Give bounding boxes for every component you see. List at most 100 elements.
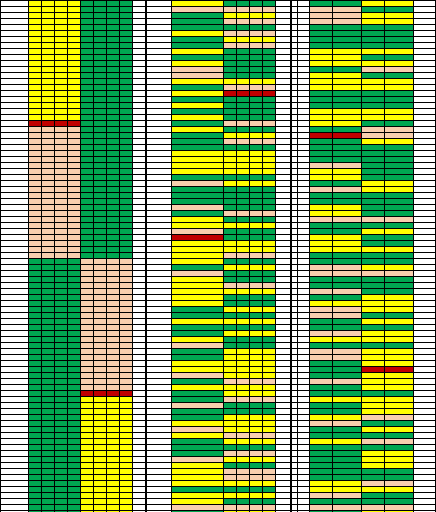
- chart-c-right-cell: [361, 312, 413, 318]
- grid-row-line: [0, 384, 146, 385]
- chart-c-left-cell: [309, 78, 361, 84]
- chart-c-right-cell: [361, 24, 413, 30]
- chart-c-left-cell: [309, 90, 361, 96]
- grid-row-line: [146, 114, 291, 115]
- chart-c-right-cell: [361, 42, 413, 48]
- grid-row-line: [0, 222, 146, 223]
- grid-row-line: [291, 138, 436, 139]
- chart-b-left-cell: [171, 102, 223, 108]
- chart-c-left-cell: [309, 312, 361, 318]
- chart-c-right-cell: [361, 468, 413, 474]
- grid-row-line: [146, 258, 291, 259]
- grid-column-line: [146, 0, 147, 512]
- chart-c-right-cell: [361, 162, 413, 168]
- grid-row-line: [291, 372, 436, 373]
- chart-c-right-cell: [361, 276, 413, 282]
- chart-b-left-cell: [171, 174, 223, 180]
- chart-c-right-cell: [361, 90, 413, 96]
- chart-b-left-cell: [171, 498, 223, 504]
- chart-c-left-cell: [309, 204, 361, 210]
- chart-c-left-cell: [309, 216, 361, 222]
- grid-row-line: [0, 234, 146, 235]
- grid-row-line: [291, 444, 436, 445]
- chart-c-right-cell: [361, 246, 413, 252]
- grid-row-line: [291, 282, 436, 283]
- chart-c-right-cell: [361, 54, 413, 60]
- chart-c-right-cell: [361, 108, 413, 114]
- grid-row-line: [146, 198, 291, 199]
- grid-column-line: [262, 0, 263, 512]
- grid-row-line: [0, 468, 146, 469]
- grid-row-line: [291, 60, 436, 61]
- chart-b-left-cell: [171, 60, 223, 66]
- chart-c-left-cell: [309, 132, 361, 138]
- grid-row-line: [0, 186, 146, 187]
- chart-b-left-cell: [171, 138, 223, 144]
- grid-row-line: [0, 12, 146, 13]
- chart-b-left-cell: [171, 390, 223, 396]
- grid-row-line: [146, 66, 291, 67]
- chart-c-left-cell: [309, 48, 361, 54]
- grid-row-line: [291, 426, 436, 427]
- grid-row-line: [146, 186, 291, 187]
- grid-row-line: [146, 210, 291, 211]
- chart-c-left-cell: [309, 0, 361, 6]
- chart-c-left-cell: [309, 156, 361, 162]
- chart-c-right-cell: [361, 510, 413, 512]
- grid-row-line: [0, 498, 146, 499]
- grid-row-line: [146, 300, 291, 301]
- chart-c-left-cell: [309, 342, 361, 348]
- grid-column-line: [54, 0, 55, 512]
- grid-row-line: [146, 288, 291, 289]
- grid-row-line: [291, 42, 436, 43]
- grid-row-line: [291, 468, 436, 469]
- grid-row-line: [0, 246, 146, 247]
- grid-row-line: [0, 504, 146, 505]
- grid-row-line: [291, 180, 436, 181]
- chart-c-right-cell: [361, 372, 413, 378]
- grid-row-line: [0, 24, 146, 25]
- grid-row-line: [291, 198, 436, 199]
- grid-row-line: [0, 30, 146, 31]
- grid-column-line: [332, 0, 333, 512]
- chart-c-left-cell: [309, 372, 361, 378]
- grid-row-line: [291, 462, 436, 463]
- grid-column-line: [290, 0, 291, 512]
- grid-column-line: [41, 0, 42, 512]
- chart-c-right-cell: [361, 36, 413, 42]
- grid-row-line: [291, 300, 436, 301]
- grid-row-line: [146, 378, 291, 379]
- chart-c-right-cell: [361, 192, 413, 198]
- chart-c-left-cell: [309, 270, 361, 276]
- chart-c-left-cell: [309, 144, 361, 150]
- chart-b-left-cell: [171, 420, 223, 426]
- grid-row-line: [291, 96, 436, 97]
- grid-row-line: [291, 168, 436, 169]
- grid-row-line: [0, 18, 146, 19]
- chart-c-left-cell: [309, 468, 361, 474]
- grid-row-line: [0, 372, 146, 373]
- grid-row-line: [146, 36, 291, 37]
- grid-row-line: [146, 432, 291, 433]
- grid-column-line: [413, 0, 414, 512]
- chart-c-right-cell: [361, 222, 413, 228]
- chart-b-left-cell: [171, 456, 223, 462]
- chart-b-left-cell: [171, 432, 223, 438]
- grid-row-line: [146, 246, 291, 247]
- chart-b-left-cell: [171, 360, 223, 366]
- grid-row-line: [146, 474, 291, 475]
- grid-row-line: [0, 114, 146, 115]
- chart-c-right-cell: [361, 96, 413, 102]
- grid-row-line: [0, 48, 146, 49]
- chart-c-left-cell: [309, 414, 361, 420]
- grid-row-line: [291, 432, 436, 433]
- chart-c-right-cell: [361, 282, 413, 288]
- grid-row-line: [291, 228, 436, 229]
- grid-row-line: [291, 324, 436, 325]
- grid-row-line: [146, 108, 291, 109]
- chart-c-right-cell: [361, 60, 413, 66]
- chart-c-left-cell: [309, 72, 361, 78]
- grid-row-line: [0, 78, 146, 79]
- grid-row-line: [0, 228, 146, 229]
- grid-row-line: [146, 252, 291, 253]
